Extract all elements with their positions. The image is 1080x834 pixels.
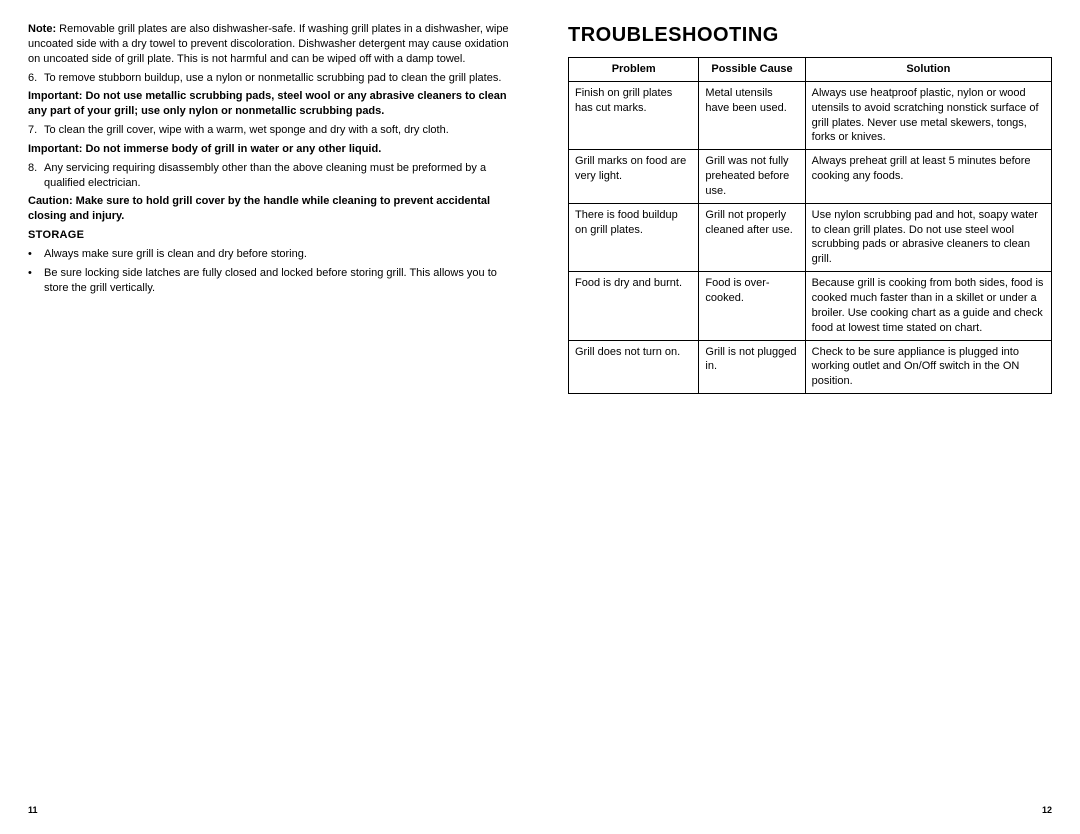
- important-2: Important: Do not immerse body of grill …: [28, 142, 512, 157]
- header-cause: Possible Cause: [699, 58, 805, 82]
- left-page: Note: Removable grill plates are also di…: [0, 0, 540, 834]
- item-number: 8.: [28, 161, 44, 191]
- cell-cause: Metal utensils have been used.: [699, 81, 805, 149]
- item-text: To remove stubborn buildup, use a nylon …: [44, 71, 512, 86]
- numbered-list: 8. Any servicing requiring disassembly o…: [28, 161, 512, 191]
- bullet-text: Be sure locking side latches are fully c…: [44, 266, 512, 296]
- page-number-right: 12: [1042, 804, 1052, 816]
- troubleshooting-title: TROUBLESHOOTING: [568, 22, 1052, 49]
- note-paragraph: Note: Removable grill plates are also di…: [28, 22, 512, 67]
- storage-heading: STORAGE: [28, 228, 512, 243]
- item-text: To clean the grill cover, wipe with a wa…: [44, 123, 512, 138]
- list-item-8: 8. Any servicing requiring disassembly o…: [28, 161, 512, 191]
- cell-cause: Grill was not fully preheated before use…: [699, 150, 805, 204]
- item-text: Any servicing requiring disassembly othe…: [44, 161, 512, 191]
- troubleshooting-table: Problem Possible Cause Solution Finish o…: [568, 57, 1052, 394]
- bullet-dot: •: [28, 247, 44, 262]
- table-row: Grill marks on food are very light. Gril…: [569, 150, 1052, 204]
- cell-problem: Grill marks on food are very light.: [569, 150, 699, 204]
- cell-solution: Check to be sure appliance is plugged in…: [805, 340, 1051, 394]
- cell-problem: Food is dry and burnt.: [569, 272, 699, 340]
- numbered-list: 7. To clean the grill cover, wipe with a…: [28, 123, 512, 138]
- page-number-left: 11: [28, 804, 38, 816]
- list-item-6: 6. To remove stubborn buildup, use a nyl…: [28, 71, 512, 86]
- table-row: Finish on grill plates has cut marks. Me…: [569, 81, 1052, 149]
- storage-bullet-1: • Always make sure grill is clean and dr…: [28, 247, 512, 262]
- cell-solution: Always use heatproof plastic, nylon or w…: [805, 81, 1051, 149]
- item-number: 7.: [28, 123, 44, 138]
- cell-problem: Grill does not turn on.: [569, 340, 699, 394]
- important-1: Important: Do not use metallic scrubbing…: [28, 89, 512, 119]
- bullet-dot: •: [28, 266, 44, 296]
- header-solution: Solution: [805, 58, 1051, 82]
- cell-cause: Grill is not plugged in.: [699, 340, 805, 394]
- right-page: TROUBLESHOOTING Problem Possible Cause S…: [540, 0, 1080, 834]
- cell-solution: Because grill is cooking from both sides…: [805, 272, 1051, 340]
- caution-line: Caution: Make sure to hold grill cover b…: [28, 194, 512, 224]
- table-row: There is food buildup on grill plates. G…: [569, 203, 1052, 271]
- header-problem: Problem: [569, 58, 699, 82]
- cell-solution: Use nylon scrubbing pad and hot, soapy w…: [805, 203, 1051, 271]
- storage-bullet-2: • Be sure locking side latches are fully…: [28, 266, 512, 296]
- table-body: Finish on grill plates has cut marks. Me…: [569, 81, 1052, 393]
- storage-bullets: • Always make sure grill is clean and dr…: [28, 247, 512, 296]
- numbered-list: 6. To remove stubborn buildup, use a nyl…: [28, 71, 512, 86]
- note-label: Note:: [28, 23, 56, 35]
- table-header-row: Problem Possible Cause Solution: [569, 58, 1052, 82]
- cell-problem: There is food buildup on grill plates.: [569, 203, 699, 271]
- item-number: 6.: [28, 71, 44, 86]
- bullet-text: Always make sure grill is clean and dry …: [44, 247, 512, 262]
- cell-solution: Always preheat grill at least 5 minutes …: [805, 150, 1051, 204]
- note-text: Removable grill plates are also dishwash…: [28, 23, 509, 65]
- cell-cause: Food is over-cooked.: [699, 272, 805, 340]
- table-row: Food is dry and burnt. Food is over-cook…: [569, 272, 1052, 340]
- cell-cause: Grill not properly cleaned after use.: [699, 203, 805, 271]
- cell-problem: Finish on grill plates has cut marks.: [569, 81, 699, 149]
- list-item-7: 7. To clean the grill cover, wipe with a…: [28, 123, 512, 138]
- table-row: Grill does not turn on. Grill is not plu…: [569, 340, 1052, 394]
